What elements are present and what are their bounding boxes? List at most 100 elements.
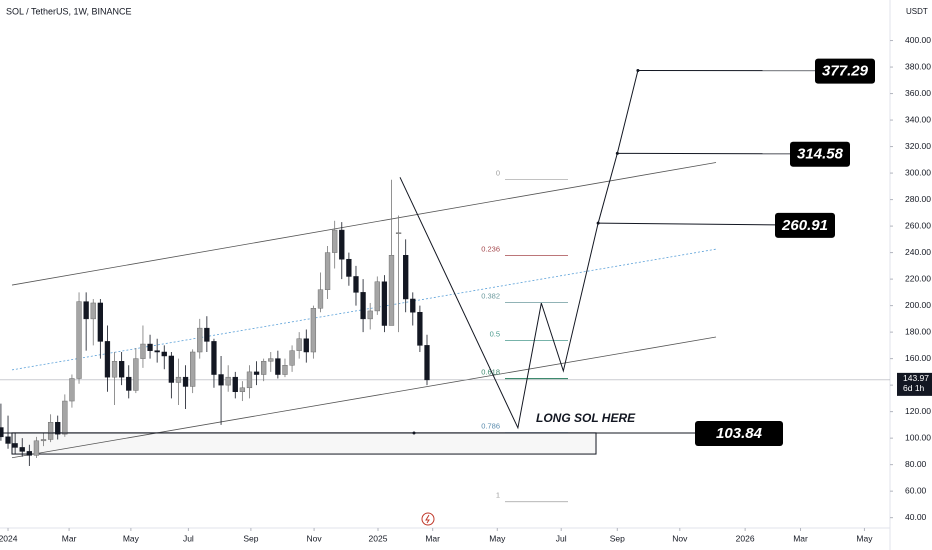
- target-point: [615, 151, 619, 155]
- candle-body: [182, 376, 189, 387]
- candle-body: [374, 281, 380, 312]
- candle-body: [90, 302, 96, 320]
- target-label: 377.29: [822, 63, 869, 80]
- target-line: [598, 222, 776, 226]
- candle-body: [97, 302, 103, 342]
- target-point: [636, 69, 640, 73]
- candle-body: [190, 351, 196, 387]
- y-tick-label: 400.00: [905, 35, 931, 45]
- candle-body: [332, 229, 338, 253]
- candle-body: [296, 338, 302, 351]
- candle-body: [204, 327, 210, 342]
- target-label: 314.58: [797, 146, 844, 163]
- candle-body: [161, 351, 167, 357]
- target-box: [775, 212, 835, 238]
- alert-bolt[interactable]: [425, 514, 430, 524]
- x-tick-label: Nov: [672, 533, 688, 543]
- candle-body: [289, 350, 295, 366]
- fib-level-label: 0: [496, 168, 500, 177]
- target-point: [596, 221, 600, 225]
- candle-body: [268, 358, 274, 362]
- candle-body: [303, 338, 309, 353]
- candle-body: [111, 361, 118, 378]
- candle-body: [12, 443, 18, 448]
- candle-body: [310, 308, 317, 353]
- chart-title: SOL / TetherUS, 1W, BINANCE: [6, 6, 132, 16]
- y-tick-label: 320.00: [905, 141, 931, 151]
- x-tick-label: Mar: [793, 533, 808, 543]
- target-label: 260.91: [781, 217, 828, 234]
- candle-body: [353, 276, 359, 293]
- candle-body: [239, 387, 246, 393]
- candle-body: [0, 427, 4, 438]
- candle-body: [367, 310, 373, 320]
- fib-level-label: 0.236: [481, 244, 500, 253]
- plot: 0 0.236 0.382 0.5 0.618 0.786 1 103.84 LONG SOL …: [0, 58, 890, 503]
- x-tick-label: Jul: [183, 533, 194, 543]
- candle-body: [388, 255, 395, 326]
- entry-point: [412, 431, 416, 435]
- x-tick-label: Sep: [243, 533, 258, 543]
- y-tick-label: 300.00: [905, 167, 931, 177]
- x-tick-label: May: [123, 533, 140, 543]
- candle-body: [126, 376, 132, 391]
- lower-channel: [11, 336, 717, 459]
- countdown-label: 6d 1h: [903, 383, 925, 393]
- fib-level-label: 0.382: [481, 291, 500, 300]
- candle-body: [26, 451, 32, 456]
- candle-body: [339, 229, 345, 260]
- x-tick-label: Mar: [425, 533, 440, 543]
- candle-body: [417, 311, 423, 346]
- candle-body: [140, 343, 146, 359]
- x-tick-label: Mar: [62, 533, 77, 543]
- y-tick-label: 380.00: [905, 61, 931, 71]
- price-badge: [897, 372, 932, 396]
- axis-unit: USDT: [906, 7, 928, 16]
- x-tick-label: Jul: [556, 533, 567, 543]
- candle-body: [62, 400, 68, 435]
- y-tick-label: 180.00: [905, 326, 931, 336]
- candle-body: [19, 447, 25, 452]
- candle-body: [282, 365, 288, 375]
- candle-body: [5, 436, 11, 444]
- fib-level-label: 0.5: [490, 330, 500, 339]
- candle-body: [275, 358, 281, 375]
- upper-channel: [11, 162, 717, 286]
- candle-body: [424, 345, 430, 381]
- candle-body: [360, 292, 366, 320]
- candle-body: [104, 341, 111, 378]
- candle-body: [40, 439, 47, 442]
- candle-body: [147, 343, 153, 351]
- x-tick-label: 2024: [0, 533, 18, 543]
- y-tick-label: 60.00: [905, 485, 927, 495]
- fib-level-label: 0.786: [481, 422, 500, 431]
- entry-text: LONG SOL HERE: [536, 411, 636, 425]
- x-tick-label: 2026: [736, 533, 755, 543]
- candle-body: [381, 281, 388, 326]
- x-tick-label: May: [856, 533, 873, 543]
- target-box: [815, 58, 875, 84]
- candle-body: [211, 341, 217, 375]
- x-tick-label: Nov: [307, 533, 323, 543]
- alert-icon[interactable]: [421, 512, 435, 526]
- y-tick-label: 200.00: [905, 300, 931, 310]
- x-tick-label: Sep: [610, 533, 625, 543]
- target-box: [790, 141, 850, 167]
- candle-body: [261, 361, 267, 375]
- candle-body: [395, 232, 402, 234]
- candle-body: [55, 421, 61, 435]
- candle-body: [324, 252, 331, 290]
- y-tick-label: 260.00: [905, 220, 931, 230]
- candle-body: [175, 376, 182, 383]
- candle-body: [83, 301, 89, 320]
- alert-circle[interactable]: [421, 512, 435, 526]
- candle-body: [346, 258, 352, 277]
- candle-body: [246, 371, 253, 389]
- candle-body: [76, 301, 82, 379]
- support-zone: [11, 432, 597, 455]
- candle-body: [218, 374, 224, 386]
- y-tick-label: 80.00: [905, 459, 927, 469]
- y-tick-label: 340.00: [905, 114, 931, 124]
